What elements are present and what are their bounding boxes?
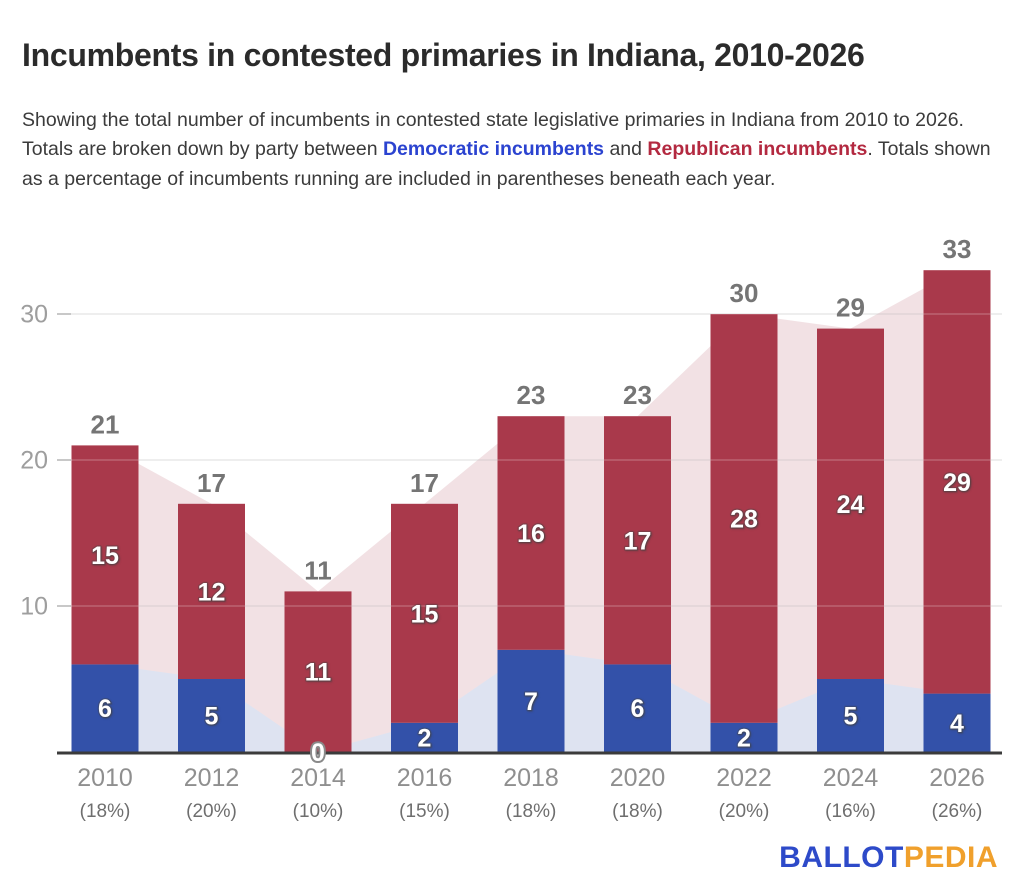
x-axis-year-label-2026: 2026 — [929, 764, 985, 792]
total-label-2018: 23 — [517, 380, 546, 410]
subtitle-segment-dem: Democratic incumbents — [382, 138, 605, 160]
republican-value-label-2012: 12 — [198, 578, 226, 606]
x-axis-pct-label-2020: (18%) — [612, 801, 663, 822]
total-label-2010: 21 — [91, 409, 120, 439]
republican-value-label-2010: 15 — [91, 542, 119, 570]
democratic-value-label-2014: 0 — [311, 739, 325, 767]
democratic-value-label-2010: 6 — [98, 695, 112, 723]
bar-democratic-2022[interactable] — [710, 722, 778, 752]
republican-value-label-2024: 24 — [837, 491, 865, 519]
bar-republican-2026[interactable] — [923, 270, 991, 694]
logo-pedia: PEDIA — [903, 841, 998, 874]
x-axis-pct-label-2016: (15%) — [399, 801, 450, 822]
x-axis-year-label-2020: 2020 — [610, 764, 666, 792]
x-axis-year-label-2012: 2012 — [184, 764, 240, 792]
bar-democratic-2020[interactable] — [604, 664, 671, 752]
x-axis-pct-label-2018: (18%) — [506, 801, 557, 822]
subtitle-segment-rep: Republican incumbents — [647, 138, 868, 160]
republican-value-label-2022: 28 — [730, 505, 758, 533]
bar-republican-2012[interactable] — [178, 503, 245, 679]
total-label-2026: 33 — [943, 234, 972, 264]
x-axis-pct-label-2026: (26%) — [932, 801, 983, 822]
democratic-value-label-2012: 5 — [205, 703, 219, 731]
x-axis-year-label-2014: 2014 — [290, 764, 346, 792]
y-axis-label-30: 30 — [20, 301, 48, 329]
democratic-value-label-2020: 6 — [631, 695, 645, 723]
total-label-2014: 11 — [304, 555, 332, 585]
x-axis-pct-label-2024: (16%) — [825, 801, 876, 822]
bar-democratic-2012[interactable] — [178, 679, 245, 752]
subtitle-segment-plain: and — [604, 138, 648, 160]
total-label-2012: 17 — [197, 468, 226, 498]
x-axis-year-label-2016: 2016 — [397, 764, 453, 792]
x-axis-pct-label-2012: (20%) — [186, 801, 237, 822]
page-title: Incumbents in contested primaries in Ind… — [22, 37, 865, 74]
bar-republican-2016[interactable] — [391, 503, 458, 723]
republican-value-label-2020: 17 — [624, 527, 652, 555]
bar-republican-2022[interactable] — [710, 314, 778, 723]
bar-republican-2024[interactable] — [817, 328, 884, 679]
subtitle-segment-plain: . Totals shown as a percentage of incumb… — [22, 138, 991, 190]
republican-value-label-2018: 16 — [517, 520, 545, 548]
bar-democratic-2018[interactable] — [497, 649, 565, 752]
total-label-2024: 29 — [836, 293, 865, 323]
x-axis-pct-label-2014: (10%) — [293, 801, 344, 822]
x-axis-year-label-2022: 2022 — [716, 764, 772, 792]
democratic-value-label-2024: 5 — [844, 703, 858, 731]
logo-ballot: BALLOT — [779, 841, 904, 874]
x-axis-pct-label-2010: (18%) — [80, 801, 131, 822]
bar-democratic-2010[interactable] — [71, 664, 139, 752]
y-axis-label-10: 10 — [20, 593, 48, 621]
democratic-value-label-2018: 7 — [524, 688, 538, 716]
total-label-2016: 17 — [410, 468, 439, 498]
x-axis-pct-label-2022: (20%) — [719, 801, 770, 822]
bar-republican-2010[interactable] — [71, 445, 139, 665]
subtitle-segment-plain: Showing the total number of incumbents i… — [22, 108, 964, 161]
x-axis-year-label-2024: 2024 — [823, 764, 879, 792]
democratic-value-label-2022: 2 — [737, 724, 751, 752]
bar-democratic-2026[interactable] — [923, 693, 991, 752]
bar-republican-2018[interactable] — [497, 416, 565, 650]
bar-democratic-2024[interactable] — [817, 679, 884, 752]
bar-democratic-2016[interactable] — [391, 722, 458, 752]
republican-value-label-2016: 15 — [411, 600, 439, 628]
democratic-value-label-2026: 4 — [950, 710, 964, 738]
bar-republican-2020[interactable] — [604, 416, 671, 665]
ballotpedia-logo: BALLOTPEDIA — [779, 841, 998, 875]
total-label-2020: 23 — [623, 380, 652, 410]
democratic-value-label-2016: 2 — [418, 724, 432, 752]
total-label-2022: 30 — [730, 278, 759, 308]
y-axis-label-20: 20 — [20, 447, 48, 475]
x-axis-year-label-2018: 2018 — [503, 764, 559, 792]
x-axis-year-label-2010: 2010 — [77, 764, 133, 792]
republican-value-label-2014: 11 — [305, 659, 332, 687]
republican-value-label-2026: 29 — [943, 469, 971, 497]
bar-republican-2014[interactable] — [284, 591, 352, 752]
chart-description: Showing the total number of incumbents i… — [22, 106, 1014, 195]
